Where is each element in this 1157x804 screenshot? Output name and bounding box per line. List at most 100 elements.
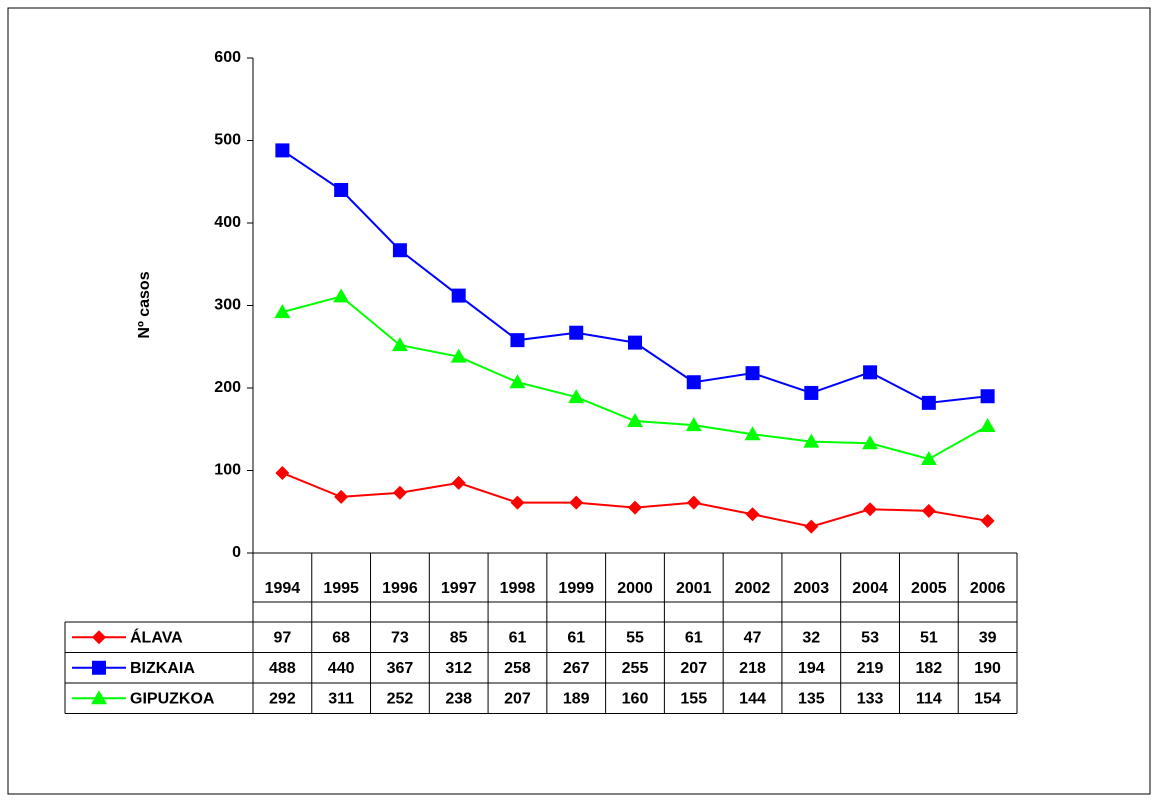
table-value: 440: [328, 660, 355, 677]
table-value: 47: [744, 629, 762, 646]
data-point: [391, 337, 408, 352]
y-tick-label: 300: [214, 297, 241, 314]
legend-marker: [92, 660, 106, 675]
x-tick-label: 1996: [382, 580, 418, 597]
data-point: [333, 288, 350, 303]
data-point: [979, 417, 996, 432]
data-point: [804, 519, 819, 534]
data-point: [274, 304, 291, 319]
table-value: 61: [685, 629, 703, 646]
legend-label: GIPUZKOA: [130, 690, 215, 707]
x-tick-label: 2006: [970, 580, 1006, 597]
data-point: [921, 395, 936, 410]
table-value: 190: [974, 660, 1001, 677]
table-value: 155: [680, 690, 707, 707]
table-value: 68: [332, 629, 350, 646]
table-value: 292: [269, 690, 296, 707]
x-tick-label: 2001: [676, 580, 712, 597]
data-point: [980, 513, 995, 528]
table-value: 252: [387, 690, 414, 707]
table-value: 51: [920, 629, 938, 646]
table-value: 194: [798, 660, 825, 677]
table-value: 32: [802, 629, 820, 646]
table-value: 55: [626, 629, 644, 646]
legend-marker: [92, 630, 106, 645]
data-point: [509, 374, 526, 389]
data-point: [451, 475, 466, 490]
data-point: [628, 500, 642, 515]
table-value: 53: [861, 629, 879, 646]
data-point: [862, 435, 879, 450]
data-point: [863, 502, 878, 517]
data-point: [920, 450, 937, 465]
table-value: 160: [622, 690, 649, 707]
x-tick-label: 1997: [441, 580, 477, 597]
table-value: 133: [857, 690, 884, 707]
x-tick-label: 2005: [911, 580, 947, 597]
data-point: [569, 495, 584, 510]
data-point: [628, 335, 642, 350]
table-value: 267: [563, 660, 590, 677]
data-point: [980, 389, 995, 404]
table-value: 39: [979, 629, 997, 646]
data-point: [334, 489, 349, 504]
x-tick-label: 1999: [558, 580, 594, 597]
data-point: [568, 389, 585, 404]
y-tick-label: 600: [214, 49, 241, 66]
table-value: 238: [445, 690, 472, 707]
data-point: [510, 495, 525, 510]
x-tick-label: 1998: [500, 580, 536, 597]
legend-label: ÁLAVA: [130, 627, 183, 646]
table-value: 135: [798, 690, 825, 707]
data-point: [745, 366, 760, 381]
table-value: 61: [509, 629, 527, 646]
table-value: 311: [328, 690, 354, 707]
data-point: [803, 433, 820, 448]
x-tick-label: 1994: [265, 580, 301, 597]
data-point: [392, 485, 407, 500]
table-value: 312: [445, 660, 472, 677]
table-value: 218: [739, 660, 766, 677]
table-value: 154: [974, 690, 1001, 707]
y-tick-label: 100: [214, 462, 241, 479]
data-point: [627, 413, 643, 427]
data-point: [334, 183, 349, 197]
y-tick-label: 400: [214, 214, 241, 231]
table-value: 207: [504, 690, 531, 707]
data-point: [745, 507, 760, 522]
x-tick-label: 2002: [735, 580, 771, 597]
y-tick-label: 200: [214, 379, 241, 396]
table-value: 219: [857, 660, 884, 677]
table-value: 255: [622, 660, 649, 677]
table-value: 182: [915, 660, 942, 677]
table-value: 97: [273, 629, 291, 646]
legend-marker: [91, 690, 107, 705]
data-point: [510, 333, 525, 348]
table-value: 85: [450, 629, 468, 646]
table-value: 189: [563, 690, 590, 707]
data-point: [450, 348, 467, 363]
x-tick-label: 2003: [794, 580, 830, 597]
data-point: [686, 495, 701, 510]
y-axis-label: Nº casos: [136, 271, 153, 338]
data-point: [921, 503, 936, 518]
table-value: 258: [504, 660, 531, 677]
x-tick-label: 1995: [323, 580, 359, 597]
data-point: [275, 465, 290, 480]
data-point: [569, 325, 584, 340]
data-point: [804, 385, 819, 400]
table-value: 488: [269, 660, 296, 677]
data-point: [863, 365, 878, 380]
legend-label: BIZKAIA: [130, 660, 195, 677]
data-point: [392, 243, 407, 258]
table-value: 73: [391, 629, 409, 646]
data-point: [685, 417, 702, 432]
data-point: [744, 426, 761, 441]
table-value: 61: [567, 629, 585, 646]
table-value: 144: [739, 690, 766, 707]
data-point: [686, 375, 701, 390]
x-tick-label: 2000: [617, 580, 653, 597]
data-point: [451, 288, 466, 303]
table-value: 114: [916, 690, 942, 707]
